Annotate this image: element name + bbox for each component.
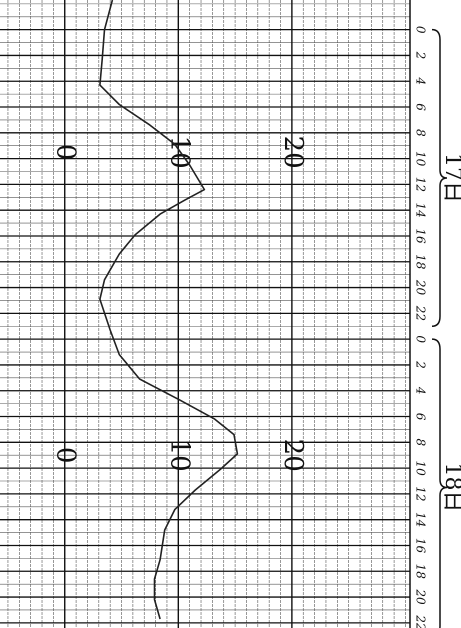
y-tick-label: 0 xyxy=(51,447,81,464)
y-tick-label: 10 xyxy=(164,439,194,472)
y-tick-label: 0 xyxy=(51,144,81,161)
y-tick-label: 20 xyxy=(278,439,308,472)
x-tick-label: 10 xyxy=(414,460,428,476)
x-tick-label: 10 xyxy=(414,151,428,167)
x-tick-label: 12 xyxy=(414,486,428,501)
x-tick-label: 18 xyxy=(414,254,428,270)
x-tick-label: 14 xyxy=(414,512,428,527)
y-tick-label: 20 xyxy=(278,136,308,169)
x-tick-label: 12 xyxy=(414,177,428,192)
day-brace xyxy=(431,28,448,328)
x-tick-label: 22 xyxy=(414,614,428,628)
trace-line xyxy=(99,0,239,620)
x-tick-label: 2 xyxy=(414,360,428,369)
x-tick-label: 4 xyxy=(414,386,428,395)
x-tick-label: 6 xyxy=(414,413,428,421)
x-tick-label: 0 xyxy=(414,335,428,343)
day-label: 17日 xyxy=(440,153,461,203)
x-tick-label: 20 xyxy=(414,588,428,605)
x-tick-label: 8 xyxy=(414,129,428,137)
x-tick-label: 16 xyxy=(414,228,428,244)
day-label: 18日 xyxy=(440,462,461,512)
x-tick-label: 14 xyxy=(414,203,428,218)
x-tick-label: 18 xyxy=(414,564,428,580)
x-tick-label: 16 xyxy=(414,538,428,554)
x-tick-label: 0 xyxy=(414,26,428,34)
x-tick-label: 6 xyxy=(414,103,428,111)
x-tick-label: 22 xyxy=(414,305,428,321)
x-tick-label: 4 xyxy=(414,76,428,85)
x-tick-label: 8 xyxy=(414,438,428,446)
day-brace xyxy=(431,338,448,628)
x-tick-label: 20 xyxy=(414,279,428,296)
x-tick-label: 2 xyxy=(414,51,428,60)
